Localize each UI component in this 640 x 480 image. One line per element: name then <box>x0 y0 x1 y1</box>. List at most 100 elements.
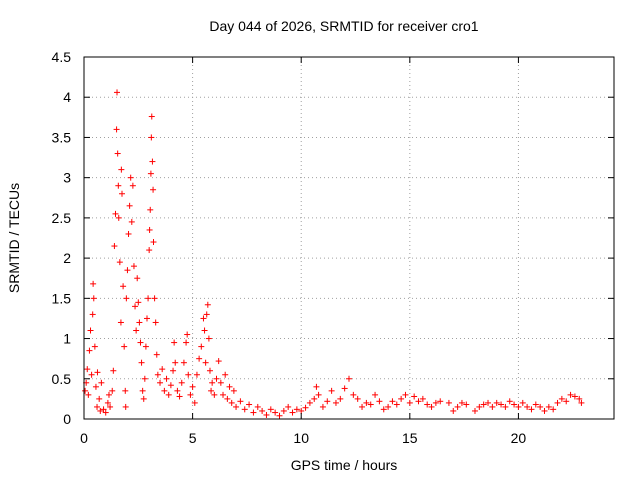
data-point <box>104 399 111 406</box>
data-point <box>150 239 157 246</box>
data-point <box>233 403 240 410</box>
data-point <box>458 399 465 406</box>
data-point <box>148 113 155 120</box>
data-point <box>454 403 461 410</box>
data-point <box>176 393 183 400</box>
data-point <box>152 319 159 326</box>
data-point <box>148 134 155 141</box>
data-point <box>183 339 190 346</box>
data-point <box>267 406 274 413</box>
data-point <box>359 403 366 410</box>
y-tick-label: 2.5 <box>52 210 72 226</box>
data-point <box>354 395 361 402</box>
data-point <box>90 280 97 287</box>
plot-frame <box>83 56 615 420</box>
data-point <box>213 375 220 382</box>
data-point <box>437 398 444 405</box>
x-tick-label: 15 <box>402 430 418 446</box>
data-point <box>363 399 370 406</box>
data-point <box>165 391 172 398</box>
data-point <box>124 267 131 274</box>
data-point <box>385 403 392 410</box>
data-point <box>498 401 505 408</box>
data-point <box>537 403 544 410</box>
data-point <box>134 275 141 282</box>
data-point <box>463 401 470 408</box>
data-point <box>541 407 548 414</box>
x-tick-label: 20 <box>511 430 527 446</box>
data-point <box>122 387 129 394</box>
data-point <box>150 186 157 193</box>
data-point <box>511 401 518 408</box>
data-point <box>563 398 570 405</box>
data-point <box>117 319 124 326</box>
data-point <box>376 398 383 405</box>
data-point <box>206 367 213 374</box>
x-tick-label: 10 <box>293 430 309 446</box>
data-point <box>208 387 215 394</box>
data-point <box>84 366 91 373</box>
data-point <box>141 375 148 382</box>
data-point <box>147 170 154 177</box>
data-point <box>578 399 585 406</box>
data-point <box>129 182 136 189</box>
data-point <box>328 387 335 394</box>
data-point <box>174 387 181 394</box>
data-point <box>485 399 492 406</box>
data-point <box>380 406 387 413</box>
data-point <box>87 327 94 334</box>
data-point <box>222 371 229 378</box>
data-point <box>86 347 93 354</box>
data-point <box>149 158 156 165</box>
data-point <box>184 331 191 338</box>
data-point <box>276 412 283 419</box>
data-point <box>476 403 483 410</box>
data-point <box>204 301 211 308</box>
data-point <box>91 343 98 350</box>
data-point <box>142 343 149 350</box>
data-point <box>161 387 168 394</box>
grid-lines <box>84 57 614 419</box>
data-point <box>102 409 109 416</box>
data-point <box>224 395 231 402</box>
data-point <box>118 166 125 173</box>
y-tick-label: 1 <box>63 331 71 347</box>
data-point <box>415 398 422 405</box>
data-point <box>154 371 161 378</box>
data-point <box>489 403 496 410</box>
data-point <box>170 367 177 374</box>
data-point <box>209 379 216 386</box>
data-point <box>567 391 574 398</box>
data-point <box>196 355 203 362</box>
data-point <box>120 283 127 290</box>
data-point <box>187 391 194 398</box>
data-point <box>135 299 142 306</box>
data-point <box>337 395 344 402</box>
data-point <box>246 401 253 408</box>
data-point <box>445 399 452 406</box>
data-point <box>107 403 114 410</box>
data-point <box>147 206 154 213</box>
data-point <box>402 391 409 398</box>
data-point <box>146 226 153 233</box>
y-tick-label: 4.5 <box>52 49 72 65</box>
data-point <box>419 395 426 402</box>
data-point <box>110 367 117 374</box>
y-axis-tick-labels: 0 0.5 1 1.5 2 2.5 3 3.5 4 4.5 <box>52 49 72 427</box>
data-point <box>92 383 99 390</box>
data-point <box>125 230 132 237</box>
data-point <box>113 126 120 133</box>
data-point <box>502 403 509 410</box>
data-point <box>189 383 196 390</box>
data-point <box>171 339 178 346</box>
data-point <box>97 407 104 414</box>
y-tick-label: 0 <box>63 411 71 427</box>
data-point <box>480 401 487 408</box>
x-axis-tick-labels: 0 5 10 15 20 <box>80 430 526 446</box>
data-point <box>332 399 339 406</box>
y-tick-label: 4 <box>63 89 71 105</box>
data-point <box>215 358 222 365</box>
data-point <box>94 403 101 410</box>
data-point <box>306 399 313 406</box>
